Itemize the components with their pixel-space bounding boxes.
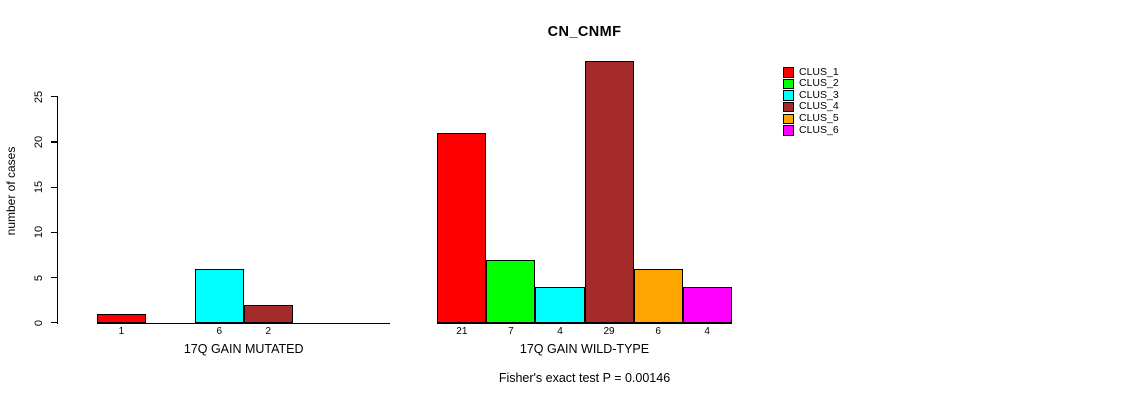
fisher-test-annotation: Fisher's exact test P = 0.00146	[498, 370, 671, 385]
legend-item: CLUS_4	[783, 100, 863, 113]
y-axis-line	[57, 96, 59, 324]
bar	[97, 314, 146, 324]
bar	[682, 287, 732, 324]
y-axis-tick-label: 10	[33, 226, 45, 239]
bar-value-label: 4	[704, 325, 710, 337]
bar-value-label: 4	[557, 325, 563, 337]
y-axis-tick-label: 5	[33, 274, 45, 281]
bar	[584, 60, 634, 324]
legend-item-label: CLUS_5	[799, 112, 839, 125]
legend-item-label: CLUS_4	[799, 100, 839, 113]
bar	[437, 133, 487, 324]
legend-item: CLUS_5	[783, 112, 863, 125]
bar-value-label: 21	[456, 325, 468, 337]
bar	[633, 269, 683, 324]
y-axis-title: number of cases	[4, 146, 18, 236]
bar-value-label: 6	[655, 325, 661, 337]
y-axis-tick	[50, 186, 58, 188]
legend-item: CLUS_2	[783, 77, 863, 90]
x-axis-label-wildtype: 17Q GAIN WILD-TYPE	[519, 342, 650, 356]
legend-swatch	[783, 78, 794, 90]
y-axis-tick-label: 20	[33, 135, 45, 149]
x-axis-baseline-wildtype	[437, 322, 732, 325]
legend-item-label: CLUS_1	[799, 65, 839, 78]
bar-value-label: 6	[216, 325, 223, 337]
bar	[194, 269, 244, 324]
y-axis-tick-label: 25	[33, 90, 45, 103]
y-axis-tick	[50, 231, 58, 233]
y-axis-tick	[50, 96, 58, 98]
y-axis-tick-label: 15	[33, 181, 45, 194]
bar-value-label: 7	[508, 325, 514, 337]
bar-value-label: 1	[118, 325, 125, 337]
legend: CLUS_1 CLUS_2 CLUS_3 CLUS_4 CLUS_5 CLUS_6	[783, 65, 863, 142]
x-axis-label-mutated: 17Q GAIN MUTATED	[183, 342, 304, 356]
legend-swatch	[783, 90, 794, 101]
y-axis-tick	[50, 277, 58, 279]
x-axis-baseline-mutated	[97, 322, 391, 325]
legend-item: CLUS_1	[783, 65, 863, 78]
bar	[486, 259, 536, 324]
legend-item: CLUS_6	[783, 123, 863, 136]
legend-item-label: CLUS_3	[799, 88, 839, 101]
legend-item: CLUS_3	[783, 88, 863, 101]
y-axis-tick-label: 0	[33, 319, 45, 326]
bar-value-label: 2	[265, 325, 271, 337]
legend-item-label: CLUS_2	[799, 77, 839, 90]
y-axis-tick	[50, 141, 58, 143]
legend-swatch	[783, 113, 794, 125]
bar	[535, 287, 585, 324]
legend-swatch	[783, 125, 794, 136]
chart-title: CN_CNMF	[547, 24, 622, 40]
legend-swatch	[783, 101, 794, 113]
bar-value-label: 29	[603, 325, 615, 337]
legend-item-label: CLUS_6	[799, 123, 839, 136]
bar	[243, 305, 293, 324]
legend-swatch	[783, 67, 794, 78]
y-axis-tick	[50, 322, 58, 324]
